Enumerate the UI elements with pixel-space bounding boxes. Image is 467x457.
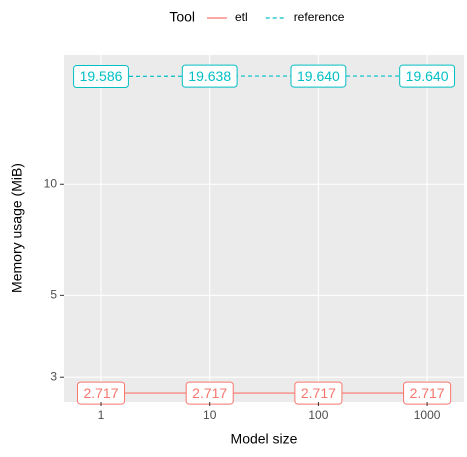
x-axis-title: Model size bbox=[231, 431, 298, 447]
legend-label: reference bbox=[294, 10, 345, 24]
y-axis-title: Memory usage (MiB) bbox=[9, 163, 25, 293]
panel bbox=[64, 55, 464, 402]
label-box bbox=[181, 64, 238, 88]
data-label: 2.717 bbox=[301, 385, 336, 401]
label-box bbox=[399, 64, 456, 88]
data-label: 19.640 bbox=[406, 68, 449, 84]
y-tick-label: 10 bbox=[44, 176, 58, 190]
data-label: 2.717 bbox=[410, 385, 445, 401]
x-tick-label: 100 bbox=[308, 408, 328, 422]
x-tick-label: 1000 bbox=[414, 408, 441, 422]
data-label: 19.640 bbox=[297, 68, 340, 84]
data-label: 2.717 bbox=[192, 385, 227, 401]
x-tick-label: 10 bbox=[203, 408, 217, 422]
x-tick-label: 1 bbox=[98, 408, 105, 422]
label-box bbox=[73, 65, 129, 89]
data-label: 19.638 bbox=[188, 68, 231, 84]
y-tick-label: 5 bbox=[50, 288, 57, 302]
label-box bbox=[290, 64, 347, 88]
y-tick-label: 3 bbox=[50, 369, 57, 383]
legend-label: etl bbox=[235, 10, 248, 24]
legend-title: Tool bbox=[169, 9, 195, 25]
data-label: 2.717 bbox=[83, 385, 118, 401]
data-label: 19.586 bbox=[80, 68, 123, 84]
